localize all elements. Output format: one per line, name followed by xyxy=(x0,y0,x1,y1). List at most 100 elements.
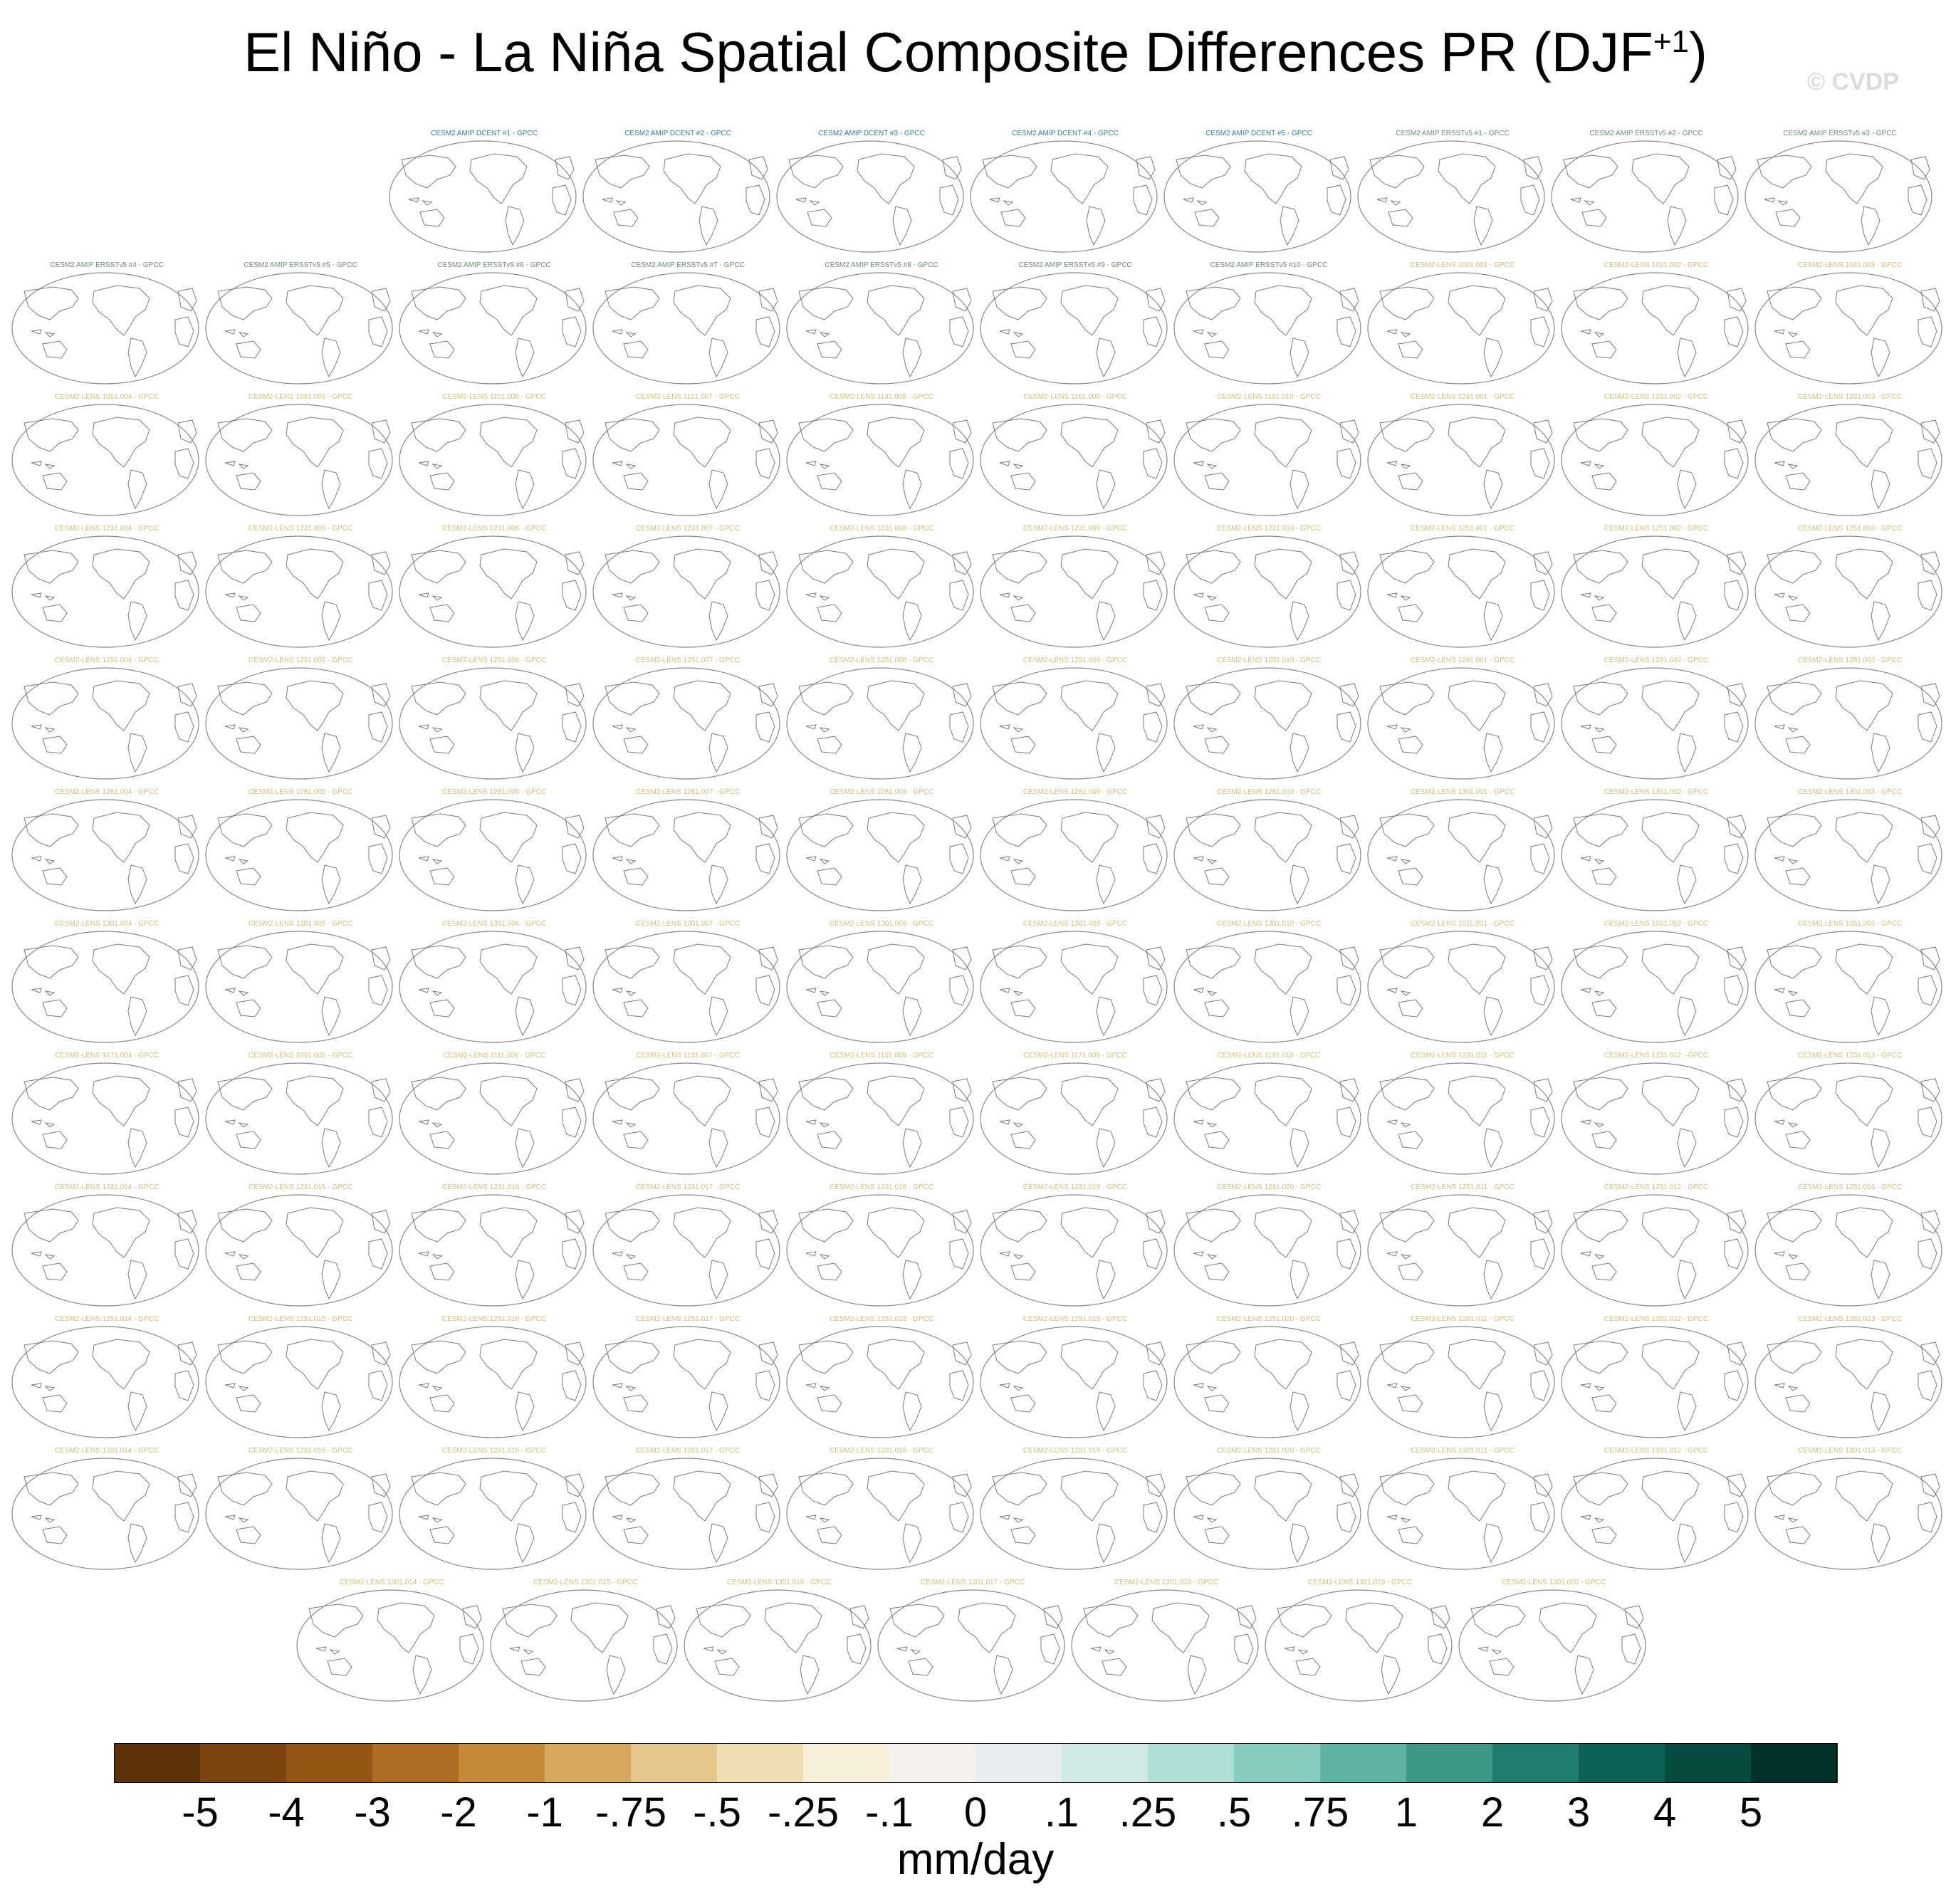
map-boundary xyxy=(1173,535,1361,648)
title-close: ) xyxy=(1688,21,1707,83)
panel-label: CESM2-LENS 1281.016 - GPCC xyxy=(441,1447,547,1455)
map-panel: CESM2-LENS 1191.010 - GPCC xyxy=(1172,1052,1366,1180)
coastline xyxy=(1379,812,1553,905)
map-boundary xyxy=(1561,272,1749,385)
panel-label: CESM2-LENS 1281.014 - GPCC xyxy=(54,1447,159,1455)
globe-map xyxy=(205,1458,393,1570)
coastline xyxy=(798,812,972,905)
map-panel: CESM2-LENS 1301.011 - GPCC xyxy=(1366,1447,1559,1575)
panel-label: CESM2-LENS 1281.007 - GPCC xyxy=(635,788,741,796)
coastline xyxy=(1369,153,1543,246)
globe-map xyxy=(1173,404,1361,516)
panel-label: CESM2-LENS 1251.007 - GPCC xyxy=(635,657,741,664)
map-boundary xyxy=(205,1062,393,1175)
map-boundary xyxy=(1173,1194,1361,1307)
coastline xyxy=(1176,153,1349,246)
map-boundary xyxy=(1561,799,1749,911)
panel-label: CESM2 AMIP ERSSTv5 #3 - GPCC xyxy=(1783,130,1897,137)
map-boundary xyxy=(1367,1326,1555,1438)
globe-map xyxy=(786,272,974,385)
globe-map xyxy=(1265,1589,1453,1702)
globe-map xyxy=(205,1062,393,1175)
map-boundary xyxy=(11,931,199,1043)
colorbar-tick-label: -3 xyxy=(354,1789,391,1836)
map-panel: CESM2-LENS 1251.014 - GPCC xyxy=(10,1315,204,1443)
panel-label: CESM2-LENS 1281.002 - GPCC xyxy=(1604,657,1709,664)
map-boundary xyxy=(786,931,974,1043)
panel-label: CESM2-LENS 1281.003 - GPCC xyxy=(1797,657,1903,664)
map-panel: CESM2-LENS 1281.006 - GPCC xyxy=(397,788,591,916)
globe-map xyxy=(786,931,974,1043)
coastline xyxy=(1767,680,1940,773)
map-panel: CESM2 AMIP ERSSTv5 #1 - GPCC xyxy=(1356,130,1549,258)
colorbar-frame xyxy=(114,1743,1837,1783)
panel-label: CESM2-LENS 1031.002 - GPCC xyxy=(1604,920,1709,928)
map-boundary xyxy=(1357,140,1545,253)
colorbar-tick-label: -5 xyxy=(182,1789,219,1836)
coastline xyxy=(411,943,585,1037)
map-panel: CESM2 AMIP ERSSTv5 #4 - GPCC xyxy=(10,261,204,389)
panel-label: CESM2-LENS 1121.007 - GPCC xyxy=(636,393,740,401)
map-panel: CESM2-LENS 1251.019 - GPCC xyxy=(978,1315,1172,1443)
coastline xyxy=(1470,1602,1644,1695)
colorbar-tick-label: -.25 xyxy=(768,1789,839,1836)
panel-label: CESM2-LENS 1021.002 - GPCC xyxy=(1604,261,1709,269)
coastline xyxy=(798,1339,972,1432)
map-panel: CESM2-LENS 1281.009 - GPCC xyxy=(978,788,1172,916)
colorbar-tick-label: -.1 xyxy=(865,1789,914,1836)
panel-label: CESM2-LENS 1251.003 - GPCC xyxy=(1797,525,1903,533)
map-panel: CESM2-LENS 1281.013 - GPCC xyxy=(1753,1315,1947,1443)
coastline xyxy=(788,153,962,246)
map-boundary xyxy=(1173,799,1361,911)
globe-map xyxy=(1458,1589,1646,1702)
globe-map xyxy=(786,799,974,911)
map-panel: CESM2-LENS 1281.015 - GPCC xyxy=(204,1447,397,1575)
map-panel: CESM2-LENS 1231.017 - GPCC xyxy=(591,1183,785,1312)
coastline xyxy=(1767,943,1940,1037)
panel-label: CESM2-LENS 1141.008 - GPCC xyxy=(830,393,933,401)
globe-map xyxy=(399,272,587,385)
panel-label: CESM2-LENS 1081.005 - GPCC xyxy=(248,393,353,401)
map-panel: CESM2 AMIP ERSSTv5 #6 - GPCC xyxy=(397,261,591,389)
globe-map xyxy=(1561,404,1749,516)
panel-label: CESM2-LENS 1101.006 - GPCC xyxy=(442,393,546,401)
panel-label: CESM2-LENS 1251.011 - GPCC xyxy=(1411,1183,1515,1191)
globe-map xyxy=(1561,1062,1749,1175)
coastline xyxy=(992,812,1166,905)
coastline xyxy=(1186,1470,1359,1564)
coastline xyxy=(1767,285,1940,378)
globe-map xyxy=(592,799,780,911)
map-panel: CESM2-LENS 1251.008 - GPCC xyxy=(785,657,978,785)
globe-map xyxy=(1745,140,1932,253)
map-boundary xyxy=(1754,799,1942,911)
map-boundary xyxy=(684,1589,872,1702)
map-boundary xyxy=(1754,535,1942,648)
map-boundary xyxy=(786,404,974,516)
panel-label: CESM2-LENS 1231.003 - GPCC xyxy=(1797,393,1903,401)
coastline xyxy=(411,1470,585,1564)
globe-map xyxy=(592,404,780,516)
map-panel: CESM2 AMIP DCENT #2 - GPCC xyxy=(581,130,775,258)
colorbar-tick-label: 4 xyxy=(1653,1789,1677,1836)
map-boundary xyxy=(1754,931,1942,1043)
globe-map xyxy=(1173,1326,1361,1438)
panel-label: CESM2-LENS 1231.020 - GPCC xyxy=(1216,1183,1322,1191)
panel-label: CESM2-LENS 1231.014 - GPCC xyxy=(54,1183,159,1191)
coastline xyxy=(411,417,585,510)
panel-label: CESM2-LENS 1251.015 - GPCC xyxy=(248,1315,353,1323)
globe-map xyxy=(1754,404,1942,516)
map-panel: CESM2-LENS 1301.009 - GPCC xyxy=(978,920,1172,1048)
coastline xyxy=(605,417,778,510)
map-panel: CESM2-LENS 1251.017 - GPCC xyxy=(591,1315,785,1443)
panel-label: CESM2-LENS 1231.009 - GPCC xyxy=(1022,525,1128,533)
globe-map xyxy=(1561,1458,1749,1570)
map-boundary xyxy=(1561,1062,1749,1175)
panel-label: CESM2-LENS 1251.014 - GPCC xyxy=(54,1315,159,1323)
map-boundary xyxy=(592,404,780,516)
map-boundary xyxy=(1458,1589,1646,1702)
map-panel: CESM2 AMIP ERSSTv5 #10 - GPCC xyxy=(1172,261,1366,389)
map-panel: CESM2-LENS 1231.001 - GPCC xyxy=(1366,393,1559,521)
map-panel: CESM2-LENS 1111.006 - GPCC xyxy=(397,1052,591,1180)
panel-label: CESM2-LENS 1041.003 - GPCC xyxy=(1797,261,1903,269)
coastline xyxy=(1186,548,1359,642)
